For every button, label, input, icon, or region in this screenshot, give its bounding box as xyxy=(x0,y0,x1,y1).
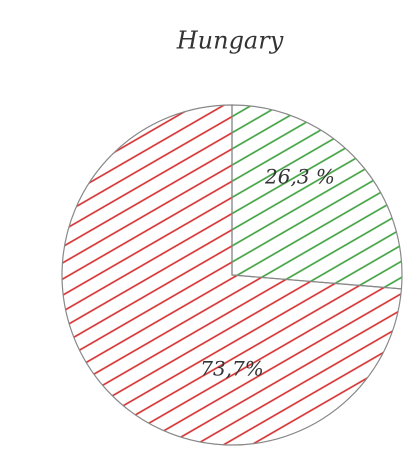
chart-title: Hungary xyxy=(176,27,284,55)
value-label: 26,3 % xyxy=(264,165,335,189)
pie-slice xyxy=(231,104,403,290)
pie xyxy=(61,104,403,446)
value-label: 73,7% xyxy=(200,357,264,381)
value-labels: 26,3 % 73,7% xyxy=(200,165,335,381)
pie-slice xyxy=(61,104,403,446)
